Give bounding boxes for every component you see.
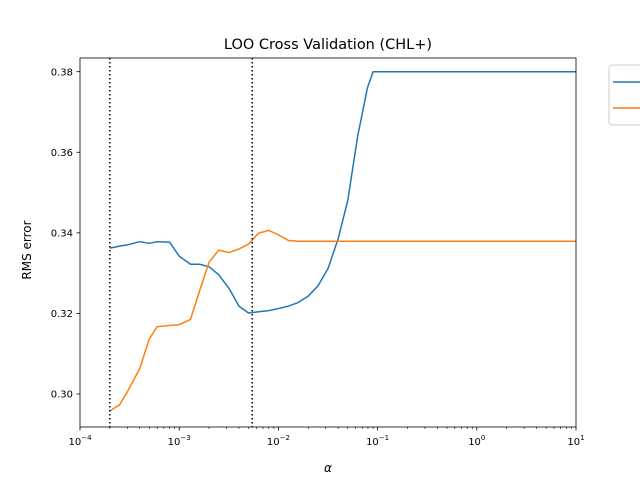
x-tick-label: 10−1 xyxy=(366,434,389,448)
axes: 10−4 10−3 10−2 10−1 100 101 0.30 0.32 0.34 0.36 0.… xyxy=(51,57,585,448)
series-line-2 xyxy=(109,229,576,412)
x-tick-label: 10−2 xyxy=(267,434,290,448)
y-axis-label: RMS error xyxy=(20,220,34,279)
plot-area xyxy=(109,58,576,427)
y-tick-label: 0.38 xyxy=(51,67,73,78)
series-line-1 xyxy=(109,70,576,314)
x-axis-label: α xyxy=(324,461,332,475)
legend-box xyxy=(608,64,640,126)
x-tick-label: 101 xyxy=(567,434,584,448)
y-tick-label: 0.34 xyxy=(51,228,73,239)
y-tick-label: 0.32 xyxy=(51,309,73,320)
x-tick-label: 10−4 xyxy=(68,434,92,448)
legend xyxy=(608,64,640,126)
y-tick-label: 0.30 xyxy=(51,390,73,401)
x-tick-label: 10−3 xyxy=(168,434,191,448)
y-tick-label: 0.36 xyxy=(51,148,73,159)
chart-title: LOO Cross Validation (CHL+) xyxy=(224,37,432,53)
x-tick-label: 100 xyxy=(468,434,485,448)
axes-frame xyxy=(79,57,577,428)
